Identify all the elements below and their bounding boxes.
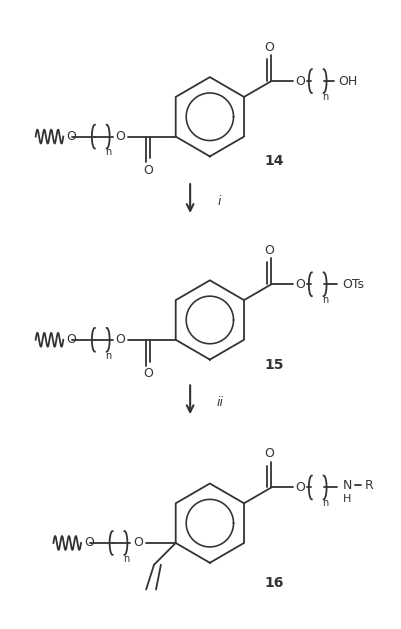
Text: O: O	[295, 278, 305, 291]
Text: ii: ii	[216, 396, 223, 409]
Text: n: n	[105, 147, 112, 157]
Text: O: O	[84, 537, 94, 550]
Text: N: N	[342, 479, 352, 492]
Text: OTs: OTs	[342, 278, 364, 291]
Text: O: O	[66, 333, 76, 347]
Text: H: H	[343, 494, 352, 504]
Text: i: i	[218, 194, 221, 208]
Text: 14: 14	[264, 154, 284, 169]
Text: OH: OH	[339, 75, 358, 87]
Text: n: n	[322, 295, 329, 305]
Text: O: O	[264, 244, 274, 257]
Text: O: O	[143, 164, 153, 177]
Text: O: O	[295, 75, 305, 87]
Text: O: O	[115, 130, 126, 143]
Text: O: O	[143, 367, 153, 380]
Text: n: n	[322, 498, 329, 508]
Text: R: R	[365, 479, 373, 492]
Text: O: O	[295, 481, 305, 494]
Text: 16: 16	[264, 576, 284, 589]
Text: O: O	[66, 130, 76, 143]
Text: O: O	[264, 447, 274, 460]
Text: n: n	[105, 350, 112, 360]
Text: 15: 15	[264, 357, 284, 372]
Text: n: n	[123, 554, 130, 564]
Text: O: O	[115, 333, 126, 347]
Text: O: O	[264, 41, 274, 54]
Text: n: n	[322, 92, 329, 102]
Text: O: O	[133, 537, 143, 550]
